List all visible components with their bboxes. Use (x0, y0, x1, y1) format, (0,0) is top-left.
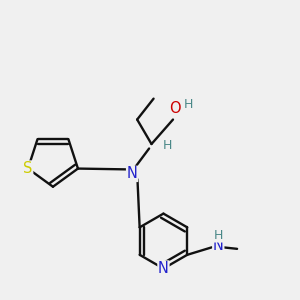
Text: S: S (23, 161, 33, 176)
Text: H: H (214, 229, 223, 242)
Text: H: H (162, 139, 172, 152)
Text: H: H (184, 98, 193, 110)
Text: N: N (127, 167, 137, 182)
Text: N: N (158, 261, 169, 276)
Text: N: N (213, 238, 224, 253)
Text: O: O (169, 101, 181, 116)
